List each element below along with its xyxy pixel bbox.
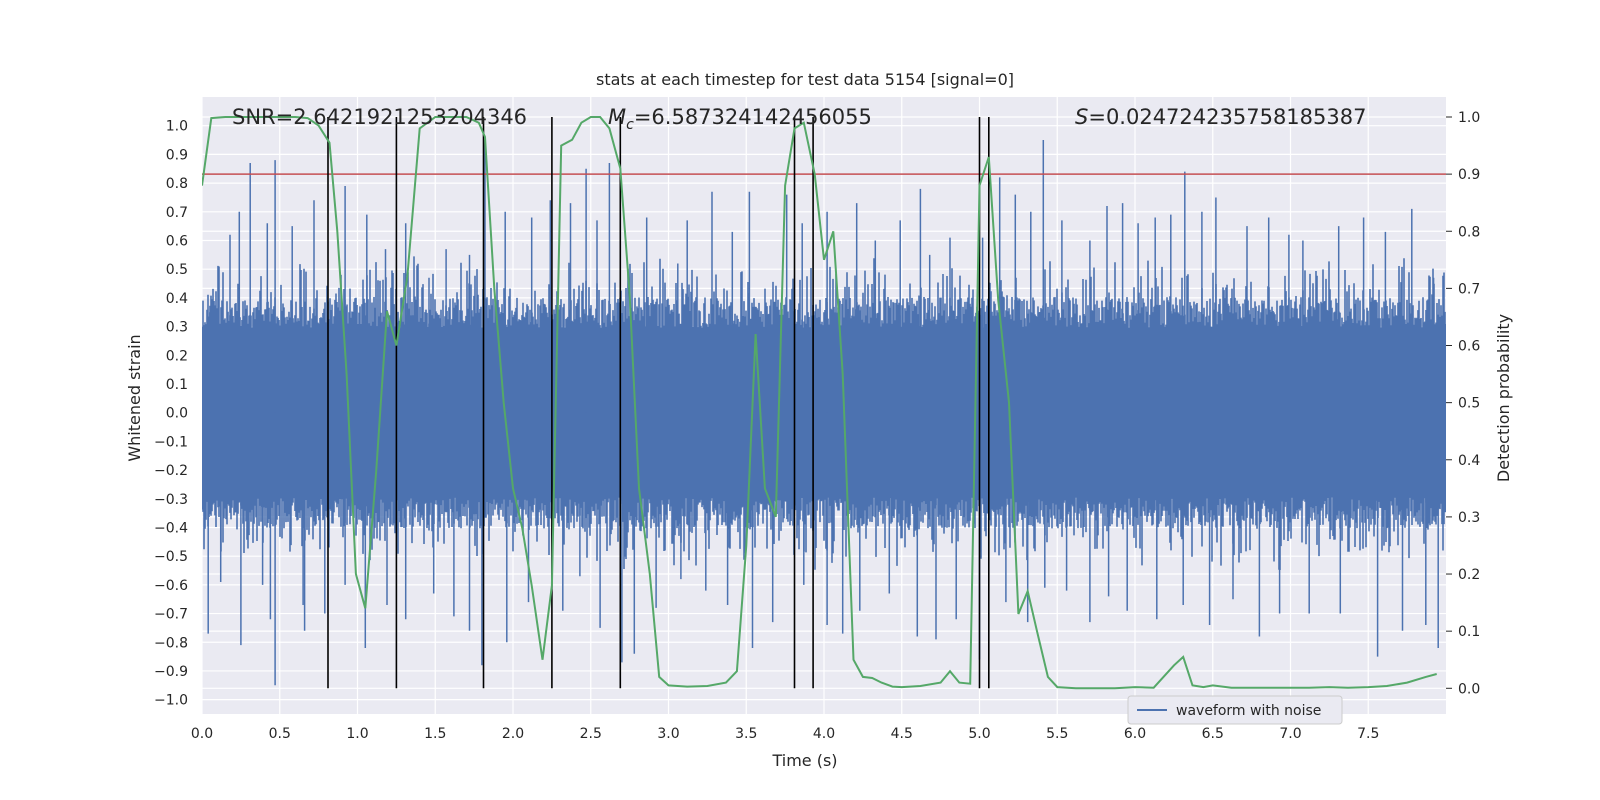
legend-box [1127, 695, 1343, 725]
y-tick-label: 0.1 [166, 377, 188, 393]
y-tick-label: 1.0 [166, 119, 188, 135]
y-tick-label: 0.7 [166, 205, 188, 221]
y2-tick-label: 0.4 [1458, 453, 1480, 469]
waveform-series [202, 140, 1446, 686]
x-axis-label: Time (s) [771, 751, 837, 770]
legend: waveform with noise [1127, 695, 1343, 725]
x-tick-label: 5.0 [968, 726, 990, 742]
y-tick-label: −0.2 [154, 463, 188, 479]
x-tick-label: 5.5 [1046, 726, 1068, 742]
chirp-mass-symbol: M [608, 105, 626, 129]
waveform-core [202, 256, 1446, 570]
x-tick-label: 0.0 [191, 726, 213, 742]
x-tick-label: 4.0 [813, 726, 835, 742]
s-annotation: S=0.024724235758185387 [1075, 105, 1366, 129]
y-axis-ticks: 1.0 0.9 0.8 0.7 0.6 0.5 0.4 0.3 0.2 0.1 0.0 −0.1 −0.… [154, 119, 188, 709]
y2-tick-label: 0.5 [1458, 396, 1480, 412]
y2-axis-label: Detection probability [1494, 314, 1513, 482]
x-tick-label: 6.0 [1124, 726, 1146, 742]
y-tick-label: −0.1 [154, 434, 188, 450]
detection-probability-line [202, 116, 1437, 690]
y-tick-label: 0.4 [166, 291, 188, 307]
y-tick-label: 0.0 [166, 406, 188, 422]
y2-tick-label: 0.6 [1458, 339, 1480, 355]
y-tick-label: −0.7 [154, 607, 188, 623]
y-tick-label: 0.8 [166, 176, 188, 192]
chirp-mass-annotation: Mc=6.587324142456055 [608, 105, 872, 133]
x-tick-label: 2.5 [580, 726, 602, 742]
y-tick-label: −0.4 [154, 520, 188, 536]
y-tick-label: 0.3 [166, 320, 188, 336]
x-tick-label: 4.5 [891, 726, 913, 742]
y-axis-label: Whitened strain [125, 334, 144, 461]
x-tick-label: 7.5 [1357, 726, 1379, 742]
y2-tick-label: 0.8 [1458, 224, 1480, 240]
x-tick-label: 3.5 [735, 726, 757, 742]
x-tick-label: 2.0 [502, 726, 524, 742]
y-tick-label: −0.6 [154, 578, 188, 594]
s-value: =0.024724235758185387 [1088, 105, 1366, 129]
y2-tick-label: 0.7 [1458, 281, 1480, 297]
y2-tick-label: 0.3 [1458, 510, 1480, 526]
chart-title: stats at each timestep for test data 515… [596, 70, 1014, 89]
y-tick-label: −0.3 [154, 492, 188, 508]
chirp-mass-subscript: c [626, 117, 634, 133]
x-tick-label: 7.0 [1279, 726, 1301, 742]
y-tick-label: −0.5 [154, 549, 188, 565]
y-tick-label: 0.9 [166, 147, 188, 163]
y-tick-label: 0.5 [166, 262, 188, 278]
y-tick-label: −0.9 [154, 664, 188, 680]
x-tick-label: 1.0 [346, 726, 368, 742]
y2-tick-label: 0.1 [1458, 624, 1480, 640]
x-tick-label: 6.5 [1202, 726, 1224, 742]
snr-annotation: SNR=2.6421921253204346 [232, 105, 527, 129]
y2-tick-label: 1.0 [1458, 110, 1480, 126]
x-tick-label: 0.5 [269, 726, 291, 742]
y2-tick-label: 0.0 [1458, 681, 1480, 697]
y-tick-label: −0.8 [154, 635, 188, 651]
x-tick-label: 3.0 [657, 726, 679, 742]
chirp-mass-value: =6.587324142456055 [634, 105, 872, 129]
y2-tick-label: 0.9 [1458, 167, 1480, 183]
y-tick-label: −1.0 [154, 693, 188, 709]
x-tick-label: 1.5 [424, 726, 446, 742]
x-axis-ticks: 0.0 0.5 1.0 1.5 2.0 2.5 3.0 3.5 4.0 4.5 5.0 5.5 6.0 6… [191, 726, 1380, 742]
y-tick-label: 0.6 [166, 233, 188, 249]
y-tick-label: 0.2 [166, 348, 188, 364]
y2-axis-ticks: 1.0 0.9 0.8 0.7 0.6 0.5 0.4 0.3 0.2 0.1 0.0 [1446, 110, 1480, 697]
s-symbol: S [1075, 105, 1088, 129]
legend-label: waveform with noise [1176, 703, 1321, 719]
y2-tick-label: 0.2 [1458, 567, 1480, 583]
